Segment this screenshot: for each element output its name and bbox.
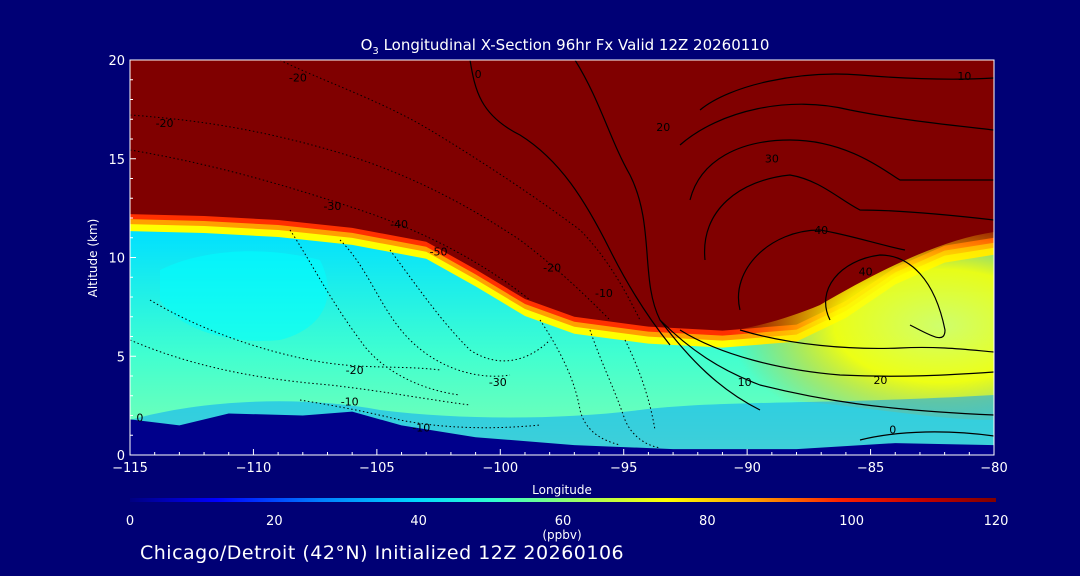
terrain-surface [130, 411, 994, 455]
contour-dotted [130, 149, 531, 301]
y-axis-label: Altitude (km) [86, 219, 100, 298]
contour-solid [704, 174, 994, 261]
contour-label: 10 [957, 70, 971, 83]
x-tick-label: −110 [236, 461, 272, 476]
contour-label: -30 [323, 200, 341, 213]
contour-label: 10 [738, 376, 752, 389]
y-axis: 0 5 10 15 20 [108, 54, 136, 464]
contour-label: 20 [656, 121, 670, 134]
contour-label: 40 [814, 224, 828, 237]
contour-label-layer: -20 -20 0 10 20 30 40 40 -30 -40 -50 -20 -10 -20 -10 -1… [136, 68, 971, 436]
contour-dotted [339, 239, 511, 377]
x-tick-label: −115 [112, 461, 148, 476]
fold-yellow-region [640, 232, 994, 420]
contour-dotted [389, 249, 551, 362]
contour-label: -50 [430, 246, 448, 259]
contour-dotted [279, 60, 641, 321]
contour-lines [130, 60, 994, 449]
contour-solid [679, 329, 994, 377]
contour-solid [689, 139, 994, 201]
colorbar-label: (ppbv) [542, 528, 581, 542]
x-tick-label: −85 [857, 461, 884, 476]
contour-label: -10 [412, 421, 430, 434]
x-axis-label: Longitude [532, 483, 592, 497]
contour-label: -10 [595, 287, 613, 300]
colorbar-tick-label: 80 [699, 514, 716, 529]
contour-solid [737, 229, 906, 311]
colorbar-tick-label: 20 [266, 514, 283, 529]
y-tick-label: 10 [108, 252, 125, 267]
x-tick-label: −100 [482, 461, 518, 476]
contour-dotted [589, 329, 661, 449]
colorbar [130, 498, 996, 502]
contour-solid [659, 319, 994, 416]
chart-title: O3 Longitudinal X-Section 96hr Fx Valid … [361, 36, 770, 57]
x-tick-label: −90 [733, 461, 760, 476]
contour-solid [825, 254, 946, 339]
y-tick-label: 15 [108, 153, 125, 168]
contour-label: -20 [346, 364, 364, 377]
contour-dotted [624, 339, 656, 431]
colorbar-tick-label: 100 [839, 514, 864, 529]
contour-label: 0 [136, 411, 143, 424]
x-tick-label: −105 [359, 461, 395, 476]
contour-label: 0 [889, 423, 896, 436]
contour-solid [739, 329, 994, 353]
x-tick-label: −80 [980, 461, 1007, 476]
colorbar-tick-label: 40 [410, 514, 427, 529]
contour-dotted [130, 114, 611, 321]
cyan-core-region [160, 251, 328, 341]
colorbar-tick-label: 60 [555, 514, 572, 529]
colorbar-tick-label: 0 [126, 514, 134, 529]
contour-label: -30 [489, 376, 507, 389]
contour-solid [679, 103, 994, 146]
colorbar-tick-label: 120 [984, 514, 1009, 529]
contour-label: -20 [156, 117, 174, 130]
y-tick-label: 5 [117, 350, 125, 365]
contour-label: 0 [475, 68, 482, 81]
x-tick-label: −95 [610, 461, 637, 476]
contour-label: 20 [873, 374, 887, 387]
contour-label: -20 [289, 72, 307, 85]
contour-dotted [130, 339, 471, 406]
colorbar-ticks: 0 20 40 60 80 100 120 [126, 514, 1009, 529]
contour-label: -20 [543, 261, 561, 274]
y-tick-label: 0 [117, 449, 125, 464]
contour-solid [859, 431, 994, 441]
contour-label: -40 [390, 218, 408, 231]
contour-solid [699, 73, 994, 111]
contour-label: 40 [859, 265, 873, 278]
contour-label: 30 [765, 153, 779, 166]
contour-label: -10 [341, 396, 359, 409]
contour-solid [574, 60, 761, 411]
initialization-caption: Chicago/Detroit (42°N) Initialized 12Z 2… [140, 542, 625, 564]
x-axis: −115 −110 −105 −100 −95 −90 −85 −80 [112, 449, 1008, 476]
contour-solid [469, 60, 671, 346]
plot-area: -20 -20 0 10 20 30 40 40 -30 -40 -50 -20 -10 -20 -10 -1… [130, 60, 994, 455]
y-tick-label: 20 [108, 54, 125, 69]
